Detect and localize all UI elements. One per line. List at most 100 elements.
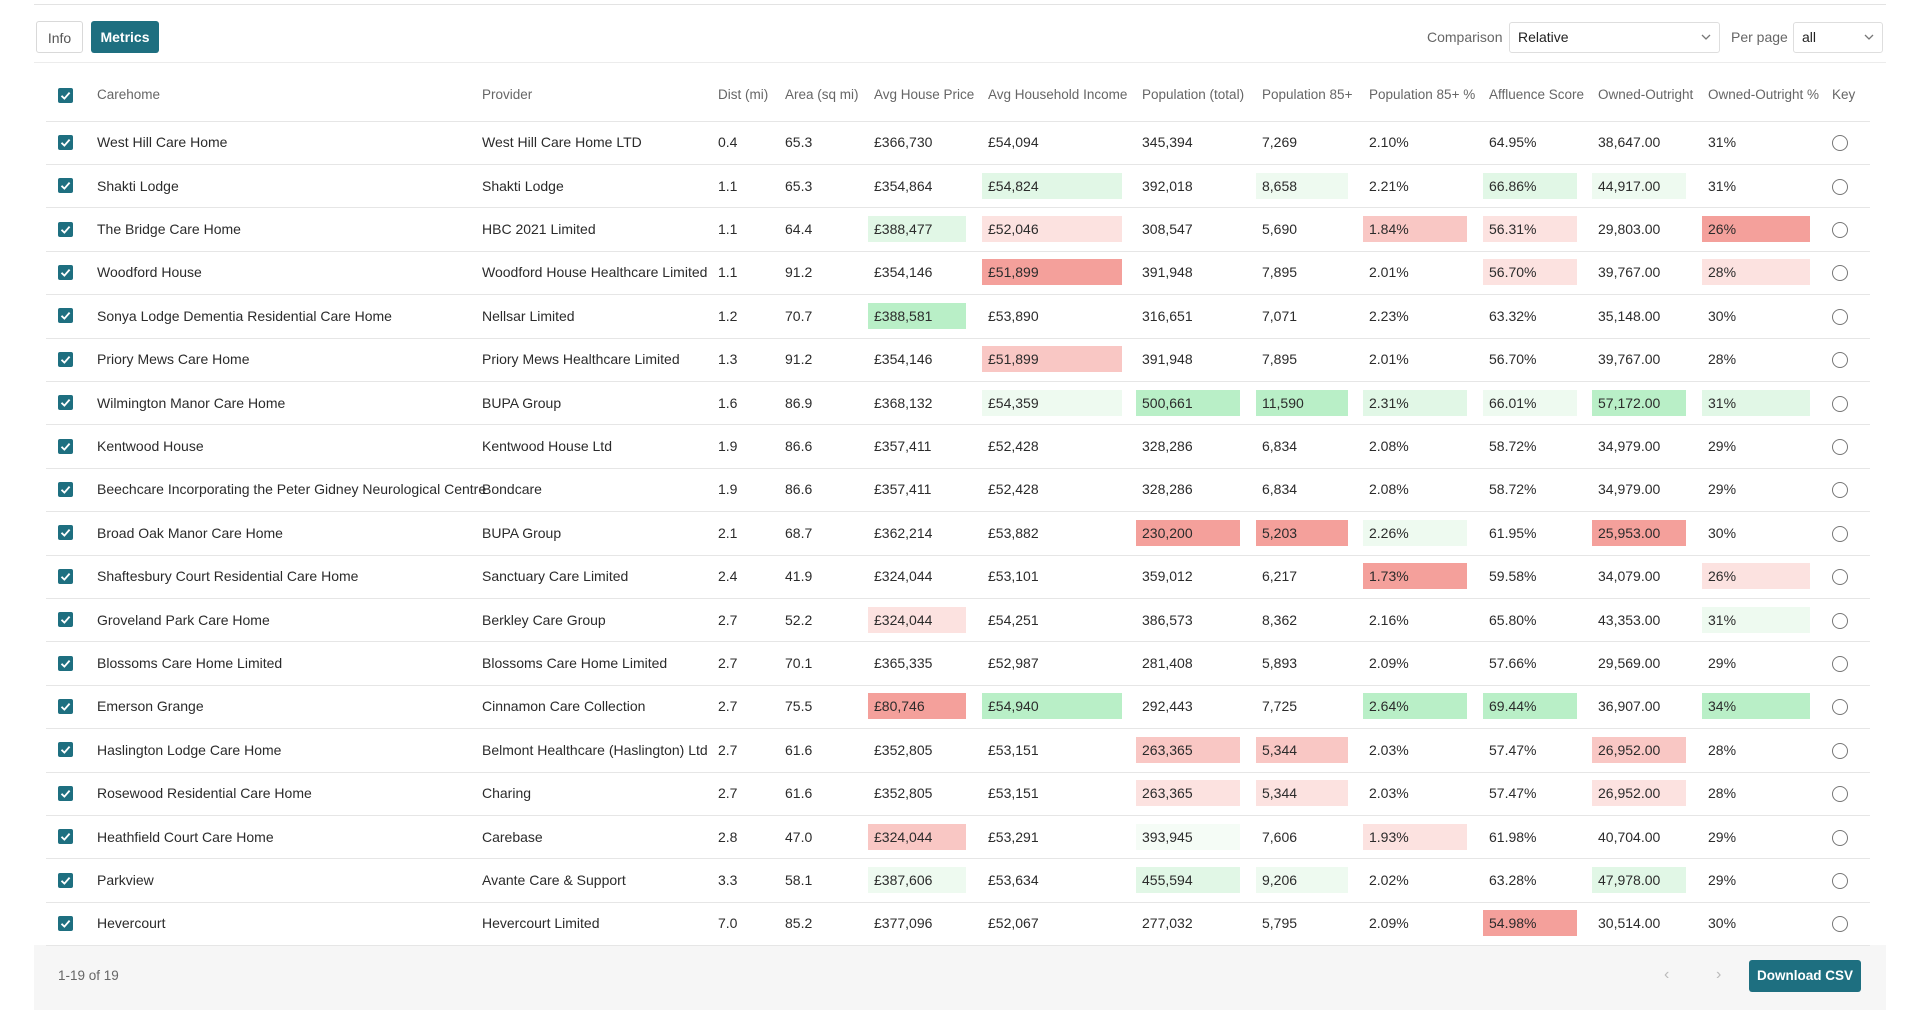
cell: 359,012 bbox=[1142, 568, 1193, 585]
cell: 68.7 bbox=[785, 524, 813, 541]
cell: Carebase bbox=[482, 828, 543, 845]
cell: 2.16% bbox=[1369, 611, 1409, 628]
row-checkbox[interactable] bbox=[58, 351, 73, 367]
cell: 7,895 bbox=[1262, 264, 1298, 281]
highlighted-cell: 47,978.00 bbox=[1592, 867, 1686, 893]
row-checkbox[interactable] bbox=[58, 742, 73, 758]
cell: 39,767.00 bbox=[1598, 351, 1661, 368]
key-radio[interactable] bbox=[1832, 525, 1848, 542]
key-radio[interactable] bbox=[1832, 222, 1848, 238]
key-radio[interactable] bbox=[1832, 699, 1848, 716]
row-checkbox[interactable] bbox=[58, 785, 73, 801]
key-radio[interactable] bbox=[1832, 916, 1848, 933]
row-checkbox[interactable] bbox=[58, 178, 73, 194]
row-checkbox[interactable] bbox=[58, 872, 73, 888]
highlighted-cell: £324,044 bbox=[868, 606, 966, 633]
cell: 2.1 bbox=[718, 524, 738, 541]
row-divider bbox=[46, 424, 1870, 426]
key-radio[interactable] bbox=[1832, 308, 1848, 325]
cell: 391,948 bbox=[1142, 351, 1193, 368]
row-checkbox[interactable] bbox=[58, 438, 73, 454]
row-checkbox[interactable] bbox=[58, 698, 73, 714]
row-checkbox[interactable] bbox=[58, 915, 73, 931]
cell: 2.03% bbox=[1369, 741, 1409, 758]
row-checkbox[interactable] bbox=[58, 481, 73, 497]
highlighted-cell: £51,899 bbox=[982, 259, 1122, 286]
cell: 345,394 bbox=[1142, 134, 1193, 151]
highlighted-cell: 263,365 bbox=[1136, 780, 1240, 807]
row-checkbox[interactable] bbox=[58, 525, 73, 541]
row-checkbox[interactable] bbox=[58, 612, 73, 628]
row-divider bbox=[46, 250, 1870, 252]
key-radio[interactable] bbox=[1832, 395, 1848, 412]
key-radio[interactable] bbox=[1832, 352, 1848, 369]
highlighted-cell: 263,365 bbox=[1136, 736, 1240, 763]
check-icon bbox=[60, 746, 71, 755]
row-checkbox[interactable] bbox=[58, 221, 73, 237]
cell: 58.72% bbox=[1489, 438, 1537, 454]
cell: BUPA Group bbox=[482, 524, 562, 541]
key-radio[interactable] bbox=[1832, 656, 1848, 672]
highlighted-cell: 5,203 bbox=[1256, 519, 1348, 546]
cell: 1.3 bbox=[718, 351, 738, 368]
row-checkbox[interactable] bbox=[58, 568, 73, 584]
cell: 2.09% bbox=[1369, 655, 1409, 671]
row-checkbox[interactable] bbox=[58, 655, 73, 671]
key-radio[interactable] bbox=[1832, 612, 1848, 629]
check-icon bbox=[60, 833, 71, 842]
column-header: Owned-Outright bbox=[1598, 87, 1694, 102]
key-radio[interactable] bbox=[1832, 742, 1848, 759]
cell: 70.7 bbox=[785, 307, 813, 324]
key-radio[interactable] bbox=[1832, 439, 1848, 455]
row-checkbox[interactable] bbox=[58, 308, 73, 324]
key-radio[interactable] bbox=[1832, 786, 1848, 803]
key-radio[interactable] bbox=[1832, 178, 1848, 195]
cell: Kentwood House bbox=[97, 438, 204, 454]
key-radio[interactable] bbox=[1832, 265, 1848, 282]
download-csv-button[interactable]: Download CSV bbox=[1749, 960, 1861, 992]
key-radio[interactable] bbox=[1832, 135, 1848, 152]
cell: £54,094 bbox=[988, 134, 1039, 151]
cell: 65.3 bbox=[785, 177, 813, 194]
cell: 1.1 bbox=[718, 221, 738, 237]
row-checkbox[interactable] bbox=[58, 264, 73, 280]
highlighted-cell: 500,661 bbox=[1136, 389, 1240, 416]
cell: Avante Care & Support bbox=[482, 872, 626, 888]
row-checkbox[interactable] bbox=[58, 395, 73, 411]
tab-metrics[interactable]: Metrics bbox=[91, 21, 159, 53]
row-checkbox[interactable] bbox=[58, 829, 73, 845]
row-checkbox[interactable] bbox=[58, 134, 73, 150]
check-icon bbox=[60, 702, 71, 711]
check-icon bbox=[60, 268, 71, 277]
next-page[interactable]: › bbox=[1716, 966, 1722, 983]
highlighted-cell: 26% bbox=[1702, 216, 1810, 242]
cell: 7,606 bbox=[1262, 828, 1298, 845]
comparison-select[interactable]: Relative bbox=[1509, 22, 1720, 53]
key-radio[interactable] bbox=[1832, 873, 1848, 889]
cell: West Hill Care Home LTD bbox=[482, 134, 642, 151]
cell: 28% bbox=[1708, 741, 1737, 758]
comparison-value: Relative bbox=[1518, 29, 1569, 45]
check-icon bbox=[60, 572, 71, 581]
row-divider bbox=[46, 554, 1870, 556]
per-page-select[interactable]: all bbox=[1793, 22, 1883, 53]
tab-info[interactable]: Info bbox=[36, 21, 83, 53]
cell: 1.1 bbox=[718, 177, 738, 194]
cell: 58.1 bbox=[785, 872, 813, 888]
cell: 57.66% bbox=[1489, 655, 1537, 671]
key-radio[interactable] bbox=[1832, 482, 1848, 499]
row-divider bbox=[46, 945, 1870, 947]
key-radio[interactable] bbox=[1832, 569, 1848, 586]
key-radio[interactable] bbox=[1832, 829, 1848, 846]
prev-page[interactable]: ‹ bbox=[1664, 966, 1670, 983]
select-all-checkbox[interactable] bbox=[58, 88, 73, 103]
check-icon bbox=[60, 399, 71, 408]
cell: 30% bbox=[1708, 307, 1737, 324]
highlighted-cell: 69.44% bbox=[1483, 693, 1577, 720]
cell: Hevercourt bbox=[97, 915, 166, 932]
row-divider bbox=[46, 120, 1870, 122]
cell: 6,834 bbox=[1262, 438, 1298, 454]
cell: 2.01% bbox=[1369, 351, 1409, 368]
cell: 64.4 bbox=[785, 221, 813, 237]
